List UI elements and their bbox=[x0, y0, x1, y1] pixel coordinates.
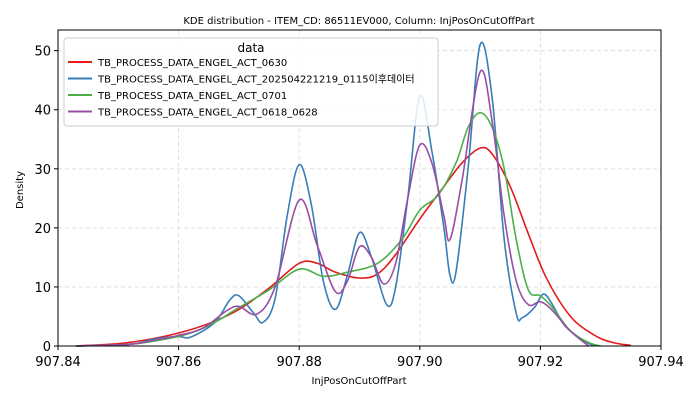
x-axis: 907.84 907.86 907.88 907.90 907.92 907.94 bbox=[35, 346, 684, 370]
legend-title: data bbox=[237, 41, 264, 55]
series-line-4 bbox=[76, 69, 590, 347]
y-axis-label: Density bbox=[15, 171, 26, 209]
legend: data TB_PROCESS_DATA_ENGEL_ACT_0630TB_PR… bbox=[63, 37, 439, 127]
plot-frame bbox=[57, 29, 662, 347]
x-tick-label: 907.92 bbox=[518, 355, 564, 370]
x-tick-label: 907.84 bbox=[35, 355, 81, 370]
legend-box bbox=[63, 37, 439, 127]
series-line-2 bbox=[76, 41, 596, 347]
x-tick-label: 907.88 bbox=[276, 355, 322, 370]
y-tick-label: 10 bbox=[34, 281, 51, 296]
chart-title: KDE distribution - ITEM_CD: 86511EV000, … bbox=[183, 16, 534, 27]
y-tick-label: 50 bbox=[34, 45, 51, 60]
legend-label-4: TB_PROCESS_DATA_ENGEL_ACT_0618_0628 bbox=[97, 108, 318, 119]
x-tick-label: 907.94 bbox=[638, 355, 684, 370]
series-line-3 bbox=[76, 111, 601, 347]
y-axis: 0 10 20 30 40 50 bbox=[34, 45, 58, 355]
x-tick-label: 907.86 bbox=[156, 355, 202, 370]
y-tick-label: 0 bbox=[43, 340, 51, 355]
x-axis-label: InjPosOnCutOffPart bbox=[311, 376, 406, 387]
legend-label-2: TB_PROCESS_DATA_ENGEL_ACT_202504221219_0… bbox=[97, 74, 415, 86]
series-layer bbox=[76, 41, 631, 347]
y-tick-label: 30 bbox=[34, 163, 51, 178]
x-tick-label: 907.90 bbox=[397, 355, 443, 370]
y-tick-label: 20 bbox=[34, 222, 51, 237]
legend-label-3: TB_PROCESS_DATA_ENGEL_ACT_0701 bbox=[97, 91, 287, 102]
legend-items: TB_PROCESS_DATA_ENGEL_ACT_0630 TB_PROCESS… bbox=[68, 58, 415, 119]
legend-label-1: TB_PROCESS_DATA_ENGEL_ACT_0630 bbox=[97, 58, 287, 69]
y-tick-label: 40 bbox=[34, 104, 51, 119]
series-line-1 bbox=[76, 146, 631, 347]
